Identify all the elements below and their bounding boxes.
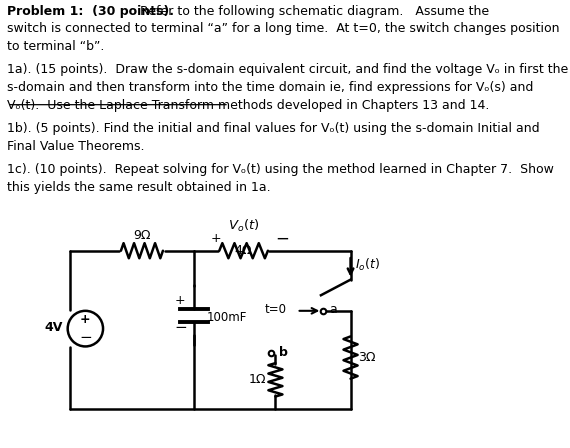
Text: $V_o(t)$: $V_o(t)$ bbox=[228, 218, 259, 234]
Text: Problem 1:  (30 points).: Problem 1: (30 points). bbox=[7, 4, 174, 17]
Text: switch is connected to terminal “a” for a long time.  At t=0, the switch changes: switch is connected to terminal “a” for … bbox=[7, 22, 560, 35]
Text: −: − bbox=[79, 330, 92, 345]
Text: −: − bbox=[174, 320, 187, 335]
Text: a: a bbox=[329, 303, 337, 316]
Text: 1Ω: 1Ω bbox=[249, 373, 267, 386]
Text: 100mF: 100mF bbox=[207, 311, 247, 324]
Text: b: b bbox=[279, 346, 288, 359]
Text: 4Ω: 4Ω bbox=[235, 244, 253, 257]
Text: 4V: 4V bbox=[44, 321, 62, 334]
Text: +: + bbox=[175, 294, 186, 307]
Text: s-domain and then transform into the time domain ie, find expressions for Vₒ(s) : s-domain and then transform into the tim… bbox=[7, 81, 534, 94]
Text: $I_o(t)$: $I_o(t)$ bbox=[355, 257, 380, 273]
Text: t=0: t=0 bbox=[264, 303, 287, 316]
Text: this yields the same result obtained in 1a.: this yields the same result obtained in … bbox=[7, 181, 271, 194]
Text: 3Ω: 3Ω bbox=[359, 351, 376, 364]
Text: +: + bbox=[80, 313, 91, 326]
Text: Refer to the following schematic diagram.   Assume the: Refer to the following schematic diagram… bbox=[132, 4, 489, 17]
Text: −: − bbox=[275, 229, 289, 247]
Text: +: + bbox=[210, 232, 221, 245]
Text: 1a). (15 points).  Draw the s-domain equivalent circuit, and find the voltage Vₒ: 1a). (15 points). Draw the s-domain equi… bbox=[7, 63, 568, 76]
Text: 1c). (10 points).  Repeat solving for Vₒ(t) using the method learned in Chapter : 1c). (10 points). Repeat solving for Vₒ(… bbox=[7, 163, 554, 176]
Text: to terminal “b”.: to terminal “b”. bbox=[7, 40, 104, 53]
Text: Final Value Theorems.: Final Value Theorems. bbox=[7, 140, 145, 153]
Text: 1b). (5 points). Find the initial and final values for Vₒ(t) using the s-domain : 1b). (5 points). Find the initial and fi… bbox=[7, 122, 540, 135]
Text: 9Ω: 9Ω bbox=[133, 229, 150, 242]
Text: Vₒ(t).  Use the Laplace Transform methods developed in Chapters 13 and 14.: Vₒ(t). Use the Laplace Transform methods… bbox=[7, 99, 490, 112]
